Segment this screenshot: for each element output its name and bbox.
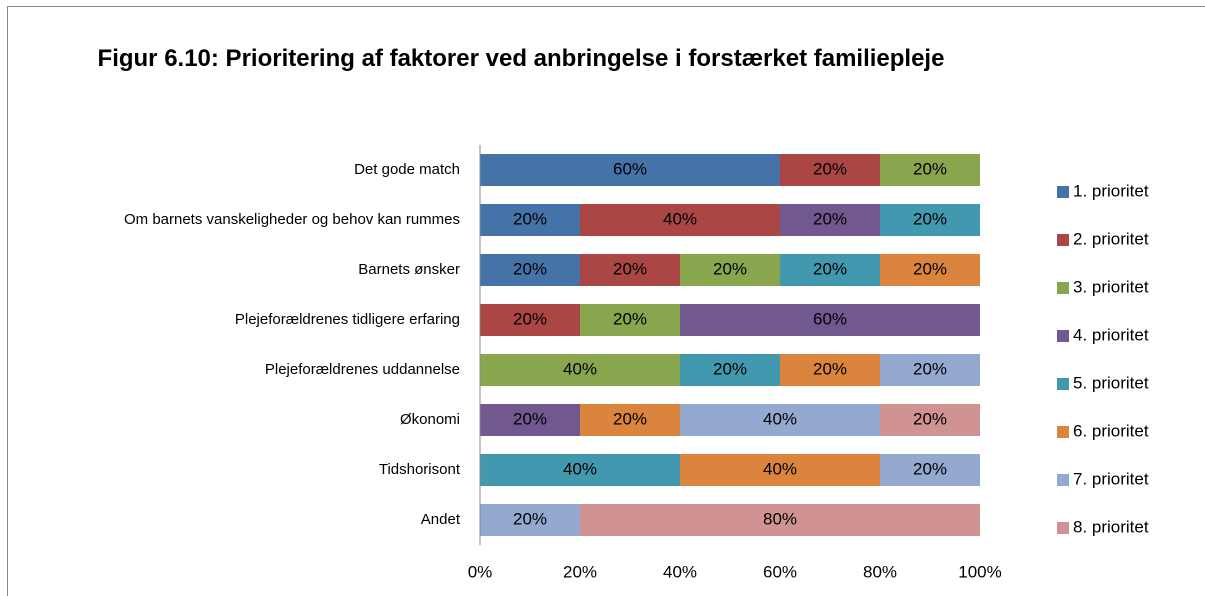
bar-segment	[680, 404, 880, 436]
data-label: 20%	[813, 209, 847, 228]
chart-title: Figur 6.10: Prioritering af faktorer ved…	[97, 45, 945, 72]
data-label: 20%	[613, 259, 647, 278]
bar-segment	[580, 204, 780, 236]
data-label: 40%	[663, 209, 697, 228]
data-label: 20%	[913, 359, 947, 378]
bar-segment	[680, 354, 780, 386]
bar-segment	[880, 354, 980, 386]
x-tick-label: 40%	[663, 562, 697, 581]
bar-segment	[480, 254, 580, 286]
legend-swatch	[1057, 522, 1069, 534]
data-label: 60%	[613, 159, 647, 178]
x-tick-label: 0%	[468, 562, 493, 581]
bar-segment	[580, 254, 680, 286]
y-tick-label: Tidshorisont	[379, 461, 461, 478]
legend-swatch	[1057, 282, 1069, 294]
y-tick-label: Barnets ønsker	[358, 261, 460, 278]
legend-swatch	[1057, 474, 1069, 486]
bar-segment	[880, 204, 980, 236]
legend-label: 7. prioritet	[1073, 469, 1149, 488]
bar-segment	[880, 254, 980, 286]
data-label: 20%	[513, 209, 547, 228]
bar-segment	[680, 254, 780, 286]
data-label: 20%	[613, 309, 647, 328]
bar-segment	[680, 304, 980, 336]
x-tick-label: 60%	[763, 562, 797, 581]
data-label: 20%	[513, 409, 547, 428]
data-label: 20%	[813, 359, 847, 378]
legend-swatch	[1057, 378, 1069, 390]
data-label: 20%	[913, 209, 947, 228]
legend-swatch	[1057, 234, 1069, 246]
bar-segment	[580, 404, 680, 436]
data-label: 20%	[613, 409, 647, 428]
bar-segment	[580, 504, 980, 536]
data-label: 20%	[813, 259, 847, 278]
data-label: 40%	[763, 409, 797, 428]
data-label: 20%	[913, 409, 947, 428]
data-label: 20%	[913, 459, 947, 478]
bar-segment	[880, 404, 980, 436]
bar-segment	[480, 304, 580, 336]
data-label: 40%	[563, 359, 597, 378]
legend-label: 4. prioritet	[1073, 325, 1149, 344]
data-label: 20%	[813, 159, 847, 178]
data-label: 60%	[813, 309, 847, 328]
legend-swatch	[1057, 426, 1069, 438]
legend-label: 1. prioritet	[1073, 181, 1149, 200]
bar-segment	[480, 454, 680, 486]
y-tick-label: Om barnets vanskeligheder og behov kan r…	[124, 211, 460, 228]
bar-segment	[680, 454, 880, 486]
y-tick-label: Andet	[421, 511, 461, 528]
bar-segment	[780, 254, 880, 286]
y-tick-label: Plejeforældrenes tidligere erfaring	[235, 311, 460, 328]
y-tick-label: Det gode match	[354, 161, 460, 178]
bar-segment	[580, 304, 680, 336]
y-tick-label: Økonomi	[400, 411, 460, 428]
data-label: 40%	[563, 459, 597, 478]
bar-segment	[780, 204, 880, 236]
legend-label: 6. prioritet	[1073, 421, 1149, 440]
data-label: 20%	[513, 259, 547, 278]
legend-swatch	[1057, 330, 1069, 342]
data-label: 20%	[713, 359, 747, 378]
chart-border	[7, 6, 1205, 596]
legend-swatch	[1057, 186, 1069, 198]
data-label: 20%	[713, 259, 747, 278]
legend-label: 3. prioritet	[1073, 277, 1149, 296]
legend-label: 8. prioritet	[1073, 517, 1149, 536]
y-tick-label: Plejeforældrenes uddannelse	[265, 361, 460, 378]
x-tick-label: 80%	[863, 562, 897, 581]
bar-segment	[480, 354, 680, 386]
data-label: 40%	[763, 459, 797, 478]
legend-label: 5. prioritet	[1073, 373, 1149, 392]
bar-segment	[880, 154, 980, 186]
bar-segment	[480, 154, 780, 186]
data-label: 80%	[763, 509, 797, 528]
bar-segment	[880, 454, 980, 486]
data-label: 20%	[513, 309, 547, 328]
legend-label: 2. prioritet	[1073, 229, 1149, 248]
bar-segment	[480, 204, 580, 236]
data-label: 20%	[913, 259, 947, 278]
data-label: 20%	[513, 509, 547, 528]
bar-segment	[480, 504, 580, 536]
bar-segment	[480, 404, 580, 436]
x-tick-label: 100%	[958, 562, 1001, 581]
x-tick-label: 20%	[563, 562, 597, 581]
bar-segment	[780, 354, 880, 386]
data-label: 20%	[913, 159, 947, 178]
bar-segment	[780, 154, 880, 186]
